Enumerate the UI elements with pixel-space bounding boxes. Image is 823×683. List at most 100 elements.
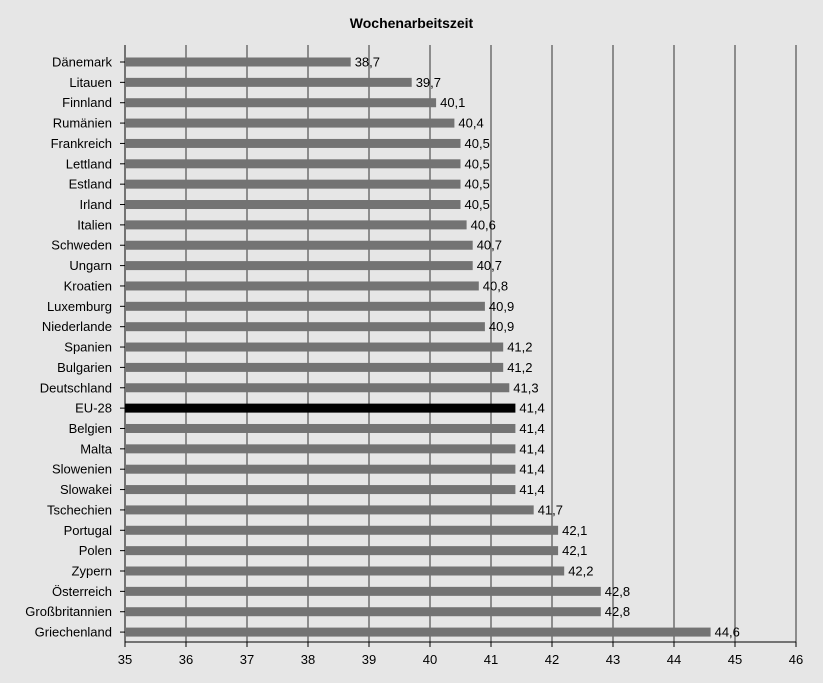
bar: [125, 464, 516, 474]
x-tick-label: 39: [362, 652, 376, 667]
x-tick-label: 45: [728, 652, 742, 667]
category-label: Rumänien: [53, 116, 112, 131]
bar: [125, 607, 601, 617]
bar: [125, 240, 473, 250]
bar: [125, 57, 351, 67]
bar: [125, 423, 516, 433]
data-label: 40,1: [440, 95, 465, 110]
category-label: Spanien: [64, 340, 112, 355]
category-label: Großbritannien: [25, 604, 112, 619]
data-label: 42,1: [562, 523, 587, 538]
x-tick-label: 38: [301, 652, 315, 667]
bar: [125, 322, 485, 332]
bar: [125, 220, 467, 230]
bar: [125, 179, 461, 189]
bar: [125, 118, 455, 128]
category-label: Bulgarien: [57, 360, 112, 375]
data-label: 41,4: [519, 462, 544, 477]
data-label: 40,9: [489, 299, 514, 314]
category-label: Belgien: [69, 421, 112, 436]
bar: [125, 383, 510, 393]
bar: [125, 301, 485, 311]
category-label: Österreich: [52, 584, 112, 599]
data-label: 44,6: [715, 625, 740, 640]
bar: [125, 77, 412, 87]
bar: [125, 485, 516, 495]
x-tick-label: 40: [423, 652, 437, 667]
category-label: Italien: [77, 217, 112, 232]
category-label: Slowenien: [52, 462, 112, 477]
data-label: 40,8: [483, 278, 508, 293]
data-label: 40,5: [465, 197, 490, 212]
bar: [125, 505, 534, 515]
category-label: Polen: [79, 543, 112, 558]
x-tick-label: 42: [545, 652, 559, 667]
category-label: Estland: [69, 177, 112, 192]
x-tick-label: 44: [667, 652, 681, 667]
data-label: 42,8: [605, 584, 630, 599]
category-label: Griechenland: [35, 625, 112, 640]
data-label: 40,7: [477, 258, 502, 273]
bar: [125, 281, 479, 291]
x-tick-label: 46: [789, 652, 803, 667]
bar: [125, 586, 601, 596]
bar: [125, 566, 565, 576]
data-label: 40,6: [471, 217, 496, 232]
data-label: 41,7: [538, 502, 563, 517]
category-label: Irland: [79, 197, 112, 212]
data-label: 41,4: [519, 482, 544, 497]
x-tick-label: 41: [484, 652, 498, 667]
bar: [125, 525, 559, 535]
bar: [125, 138, 461, 148]
bar: [125, 546, 559, 556]
data-label: 40,9: [489, 319, 514, 334]
data-label: 42,1: [562, 543, 587, 558]
category-label: Malta: [80, 441, 113, 456]
category-label: Frankreich: [51, 136, 112, 151]
x-tick-label: 37: [240, 652, 254, 667]
data-label: 39,7: [416, 75, 441, 90]
category-label: Litauen: [69, 75, 112, 90]
category-label: Deutschland: [40, 380, 112, 395]
data-label: 41,4: [519, 441, 544, 456]
x-tick-label: 36: [179, 652, 193, 667]
category-label: EU-28: [75, 401, 112, 416]
data-label: 41,2: [507, 340, 532, 355]
data-label: 38,7: [355, 55, 380, 70]
category-label: Tschechien: [47, 502, 112, 517]
category-label: Niederlande: [42, 319, 112, 334]
category-label: Dänemark: [52, 55, 112, 70]
category-label: Luxemburg: [47, 299, 112, 314]
data-label: 41,4: [519, 421, 544, 436]
category-label: Finnland: [62, 95, 112, 110]
category-label: Slowakei: [60, 482, 112, 497]
bar: [125, 98, 437, 108]
bar: [125, 200, 461, 210]
x-tick-label: 43: [606, 652, 620, 667]
bar: [125, 444, 516, 454]
data-label: 40,7: [477, 238, 502, 253]
data-label: 42,8: [605, 604, 630, 619]
x-tick-label: 35: [118, 652, 132, 667]
data-label: 41,2: [507, 360, 532, 375]
data-label: 40,5: [465, 177, 490, 192]
chart-title: Wochenarbeitszeit: [349, 15, 474, 31]
bar: [125, 627, 711, 637]
bar-highlight: [125, 403, 516, 413]
bar: [125, 261, 473, 271]
category-label: Zypern: [72, 564, 112, 579]
category-label: Ungarn: [69, 258, 112, 273]
data-label: 40,4: [458, 116, 483, 131]
data-label: 41,4: [519, 401, 544, 416]
category-label: Kroatien: [64, 278, 112, 293]
data-label: 40,5: [465, 136, 490, 151]
data-label: 40,5: [465, 156, 490, 171]
bar: [125, 159, 461, 169]
category-label: Lettland: [66, 156, 112, 171]
category-label: Portugal: [64, 523, 113, 538]
data-label: 42,2: [568, 564, 593, 579]
bar: [125, 362, 504, 372]
data-label: 41,3: [513, 380, 538, 395]
bar: [125, 342, 504, 352]
